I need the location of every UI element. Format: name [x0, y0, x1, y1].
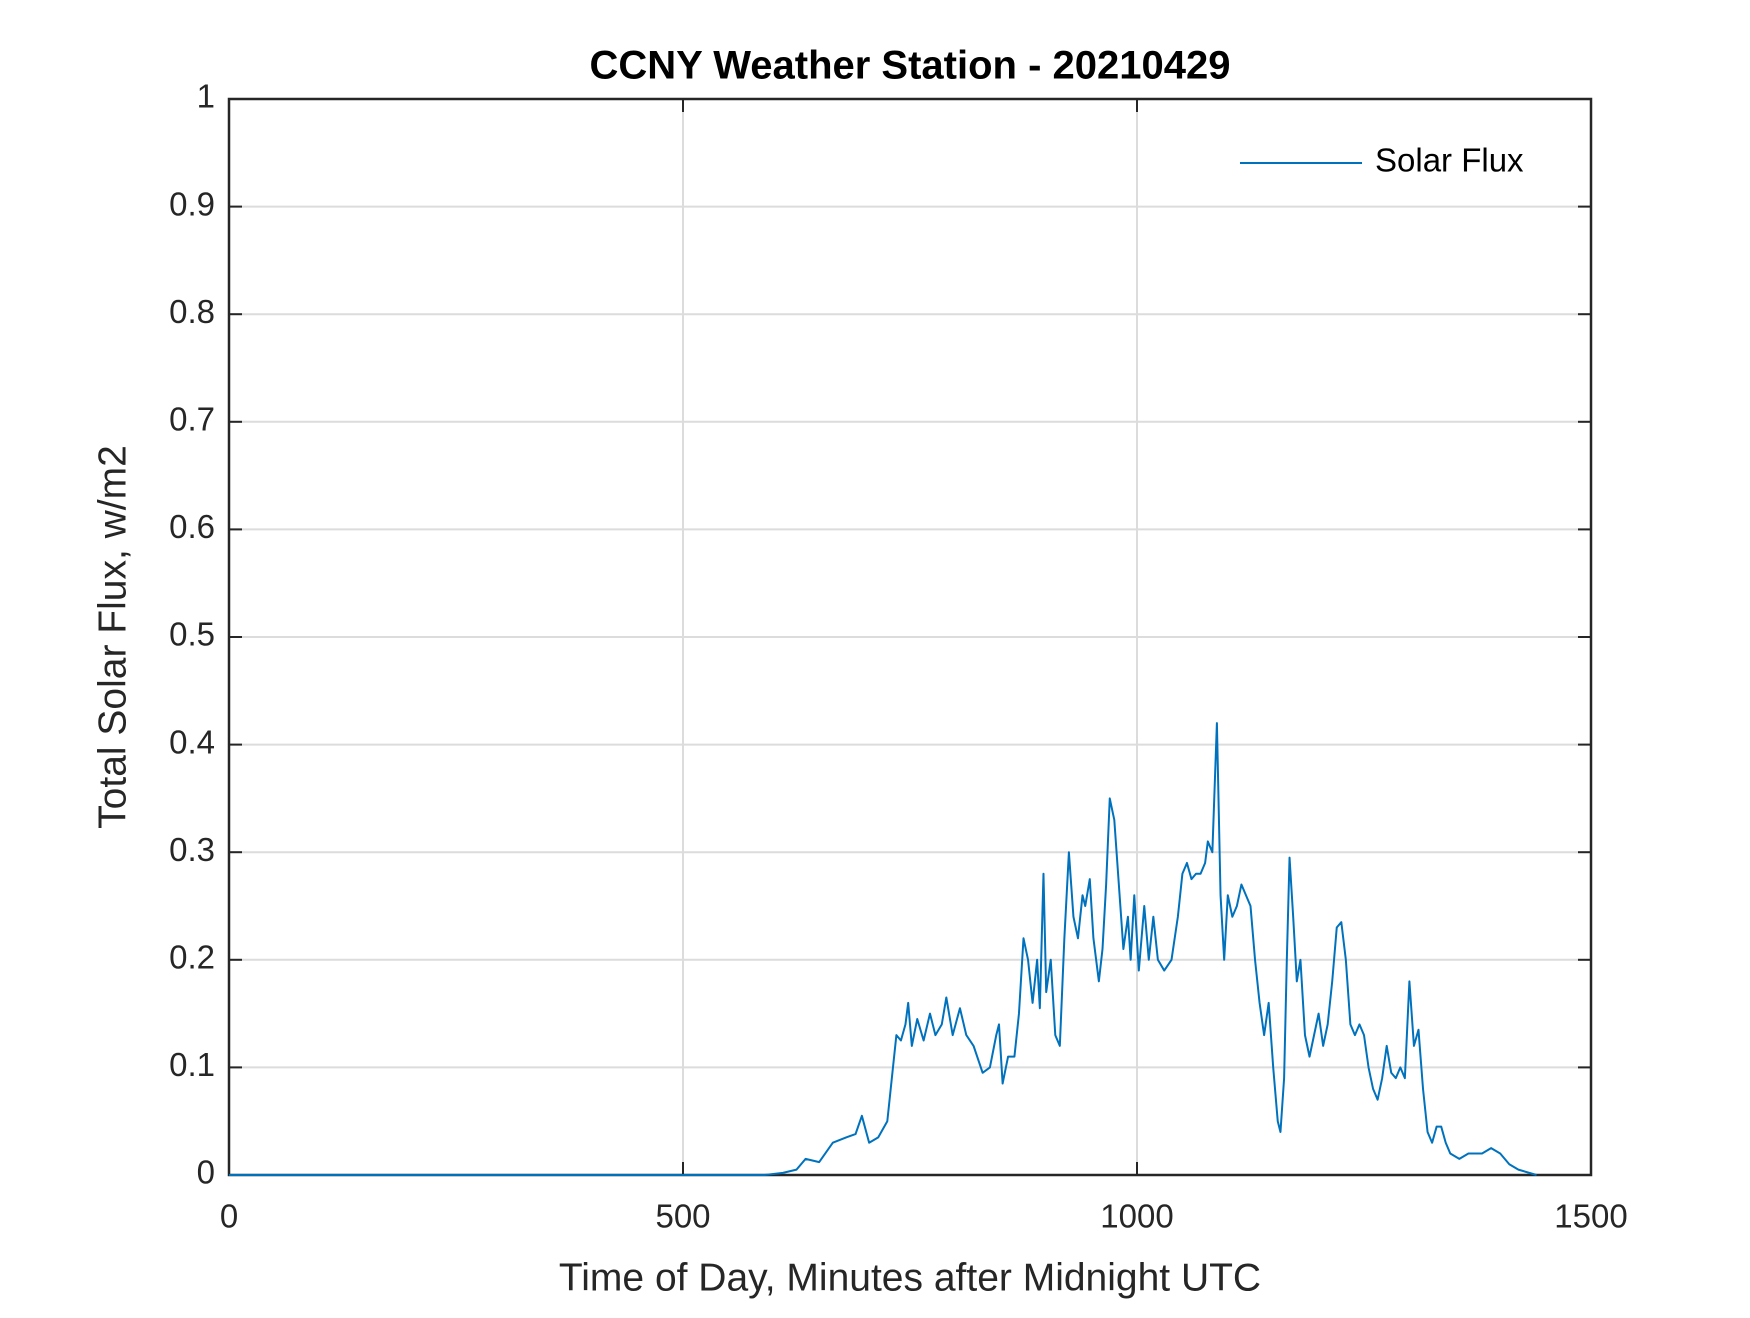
y-tick-label: 0.9: [169, 185, 215, 222]
x-axis-label: Time of Day, Minutes after Midnight UTC: [559, 1256, 1261, 1299]
y-tick-label: 0.2: [169, 939, 215, 976]
y-tick-label: 0.1: [169, 1046, 215, 1083]
y-tick-label: 1: [197, 78, 215, 115]
data-line: [229, 722, 1537, 1176]
y-tick-label: 0.7: [169, 401, 215, 438]
x-tick-label: 1000: [1100, 1198, 1173, 1235]
legend-label: Solar Flux: [1375, 142, 1524, 179]
x-tick-label: 500: [655, 1198, 710, 1235]
y-tick-label: 0.3: [169, 831, 215, 868]
x-tick-label: 1500: [1554, 1198, 1627, 1235]
y-tick-label: 0.5: [169, 616, 215, 653]
y-tick-label: 0.4: [169, 723, 215, 760]
y-tick-label: 0.8: [169, 293, 215, 330]
y-tick-label: 0: [197, 1154, 215, 1191]
chart-title: CCNY Weather Station - 20210429: [590, 44, 1231, 88]
x-tick-label: 0: [220, 1198, 238, 1235]
y-tick-label: 0.6: [169, 508, 215, 545]
y-axis-label: Total Solar Flux, w/m2: [91, 445, 134, 829]
plot-frame: [227, 97, 1593, 1177]
